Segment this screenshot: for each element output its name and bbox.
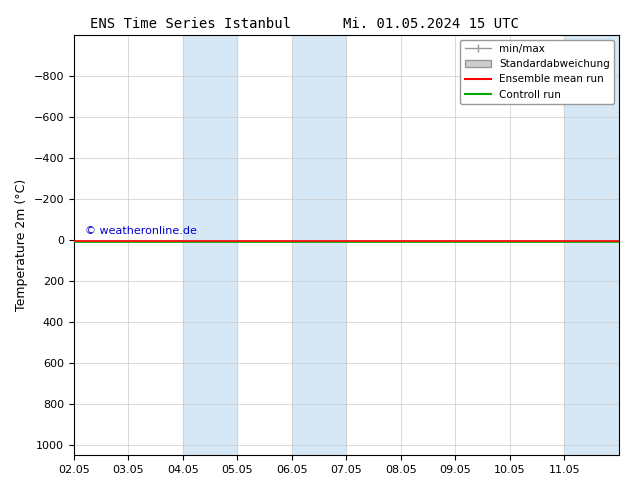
Y-axis label: Temperature 2m (°C): Temperature 2m (°C) (15, 179, 28, 311)
Legend: min/max, Standardabweichung, Ensemble mean run, Controll run: min/max, Standardabweichung, Ensemble me… (460, 40, 614, 104)
Text: ENS Time Series Istanbul: ENS Time Series Istanbul (89, 17, 291, 31)
Bar (183, 35, 237, 455)
Bar (292, 35, 346, 455)
Bar (564, 35, 619, 455)
Text: Mi. 01.05.2024 15 UTC: Mi. 01.05.2024 15 UTC (343, 17, 519, 31)
Text: © weatheronline.de: © weatheronline.de (85, 226, 197, 236)
